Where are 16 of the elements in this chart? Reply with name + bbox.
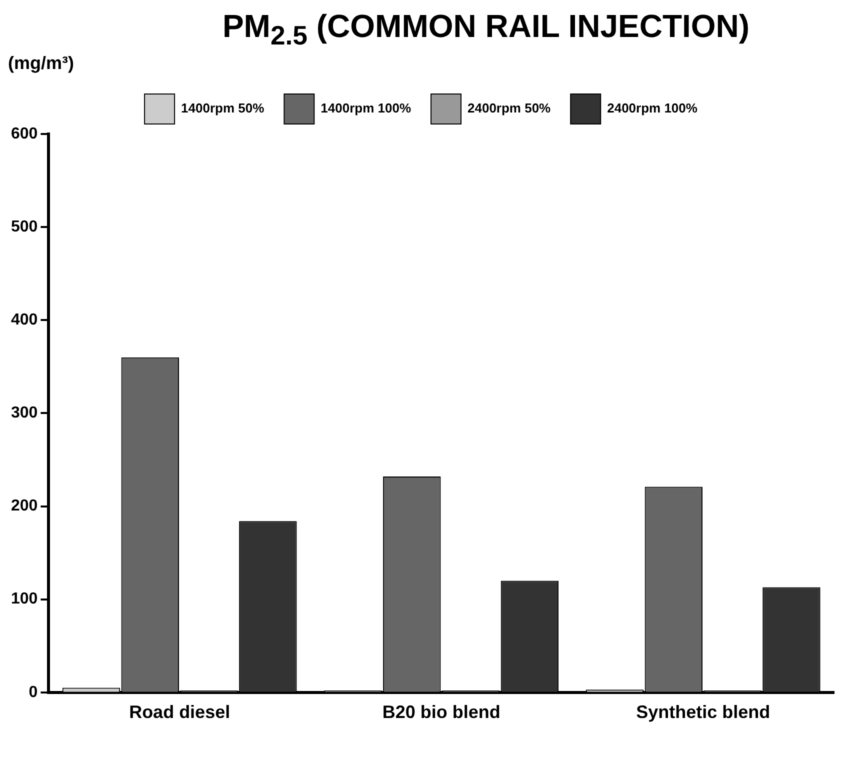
legend-label: 2400rpm 50%: [468, 100, 552, 116]
y-tick-label: 300: [10, 404, 38, 422]
y-tick-label: 500: [10, 218, 38, 236]
y-tick-label: 600: [10, 126, 38, 143]
legend-label: 1400rpm 100%: [320, 100, 412, 116]
x-tick-label: B20 bio blend: [382, 702, 500, 723]
y-tick-label: 200: [10, 498, 38, 516]
y-tick-label: 100: [10, 591, 38, 608]
x-tick-label: Road diesel: [129, 702, 230, 723]
legend-label: 1400rpm 50%: [181, 100, 265, 116]
x-tick-label: Synthetic blend: [636, 702, 770, 723]
chart-title: PM$_{2.5}$ (COMMON RAIL INJECTION): [221, 8, 751, 52]
y-axis-title: (mg/m³): [8, 53, 75, 74]
y-tick-label: 400: [10, 312, 38, 329]
legend-label: 2400rpm 100%: [607, 100, 698, 116]
y-tick-label: 0: [28, 684, 38, 702]
